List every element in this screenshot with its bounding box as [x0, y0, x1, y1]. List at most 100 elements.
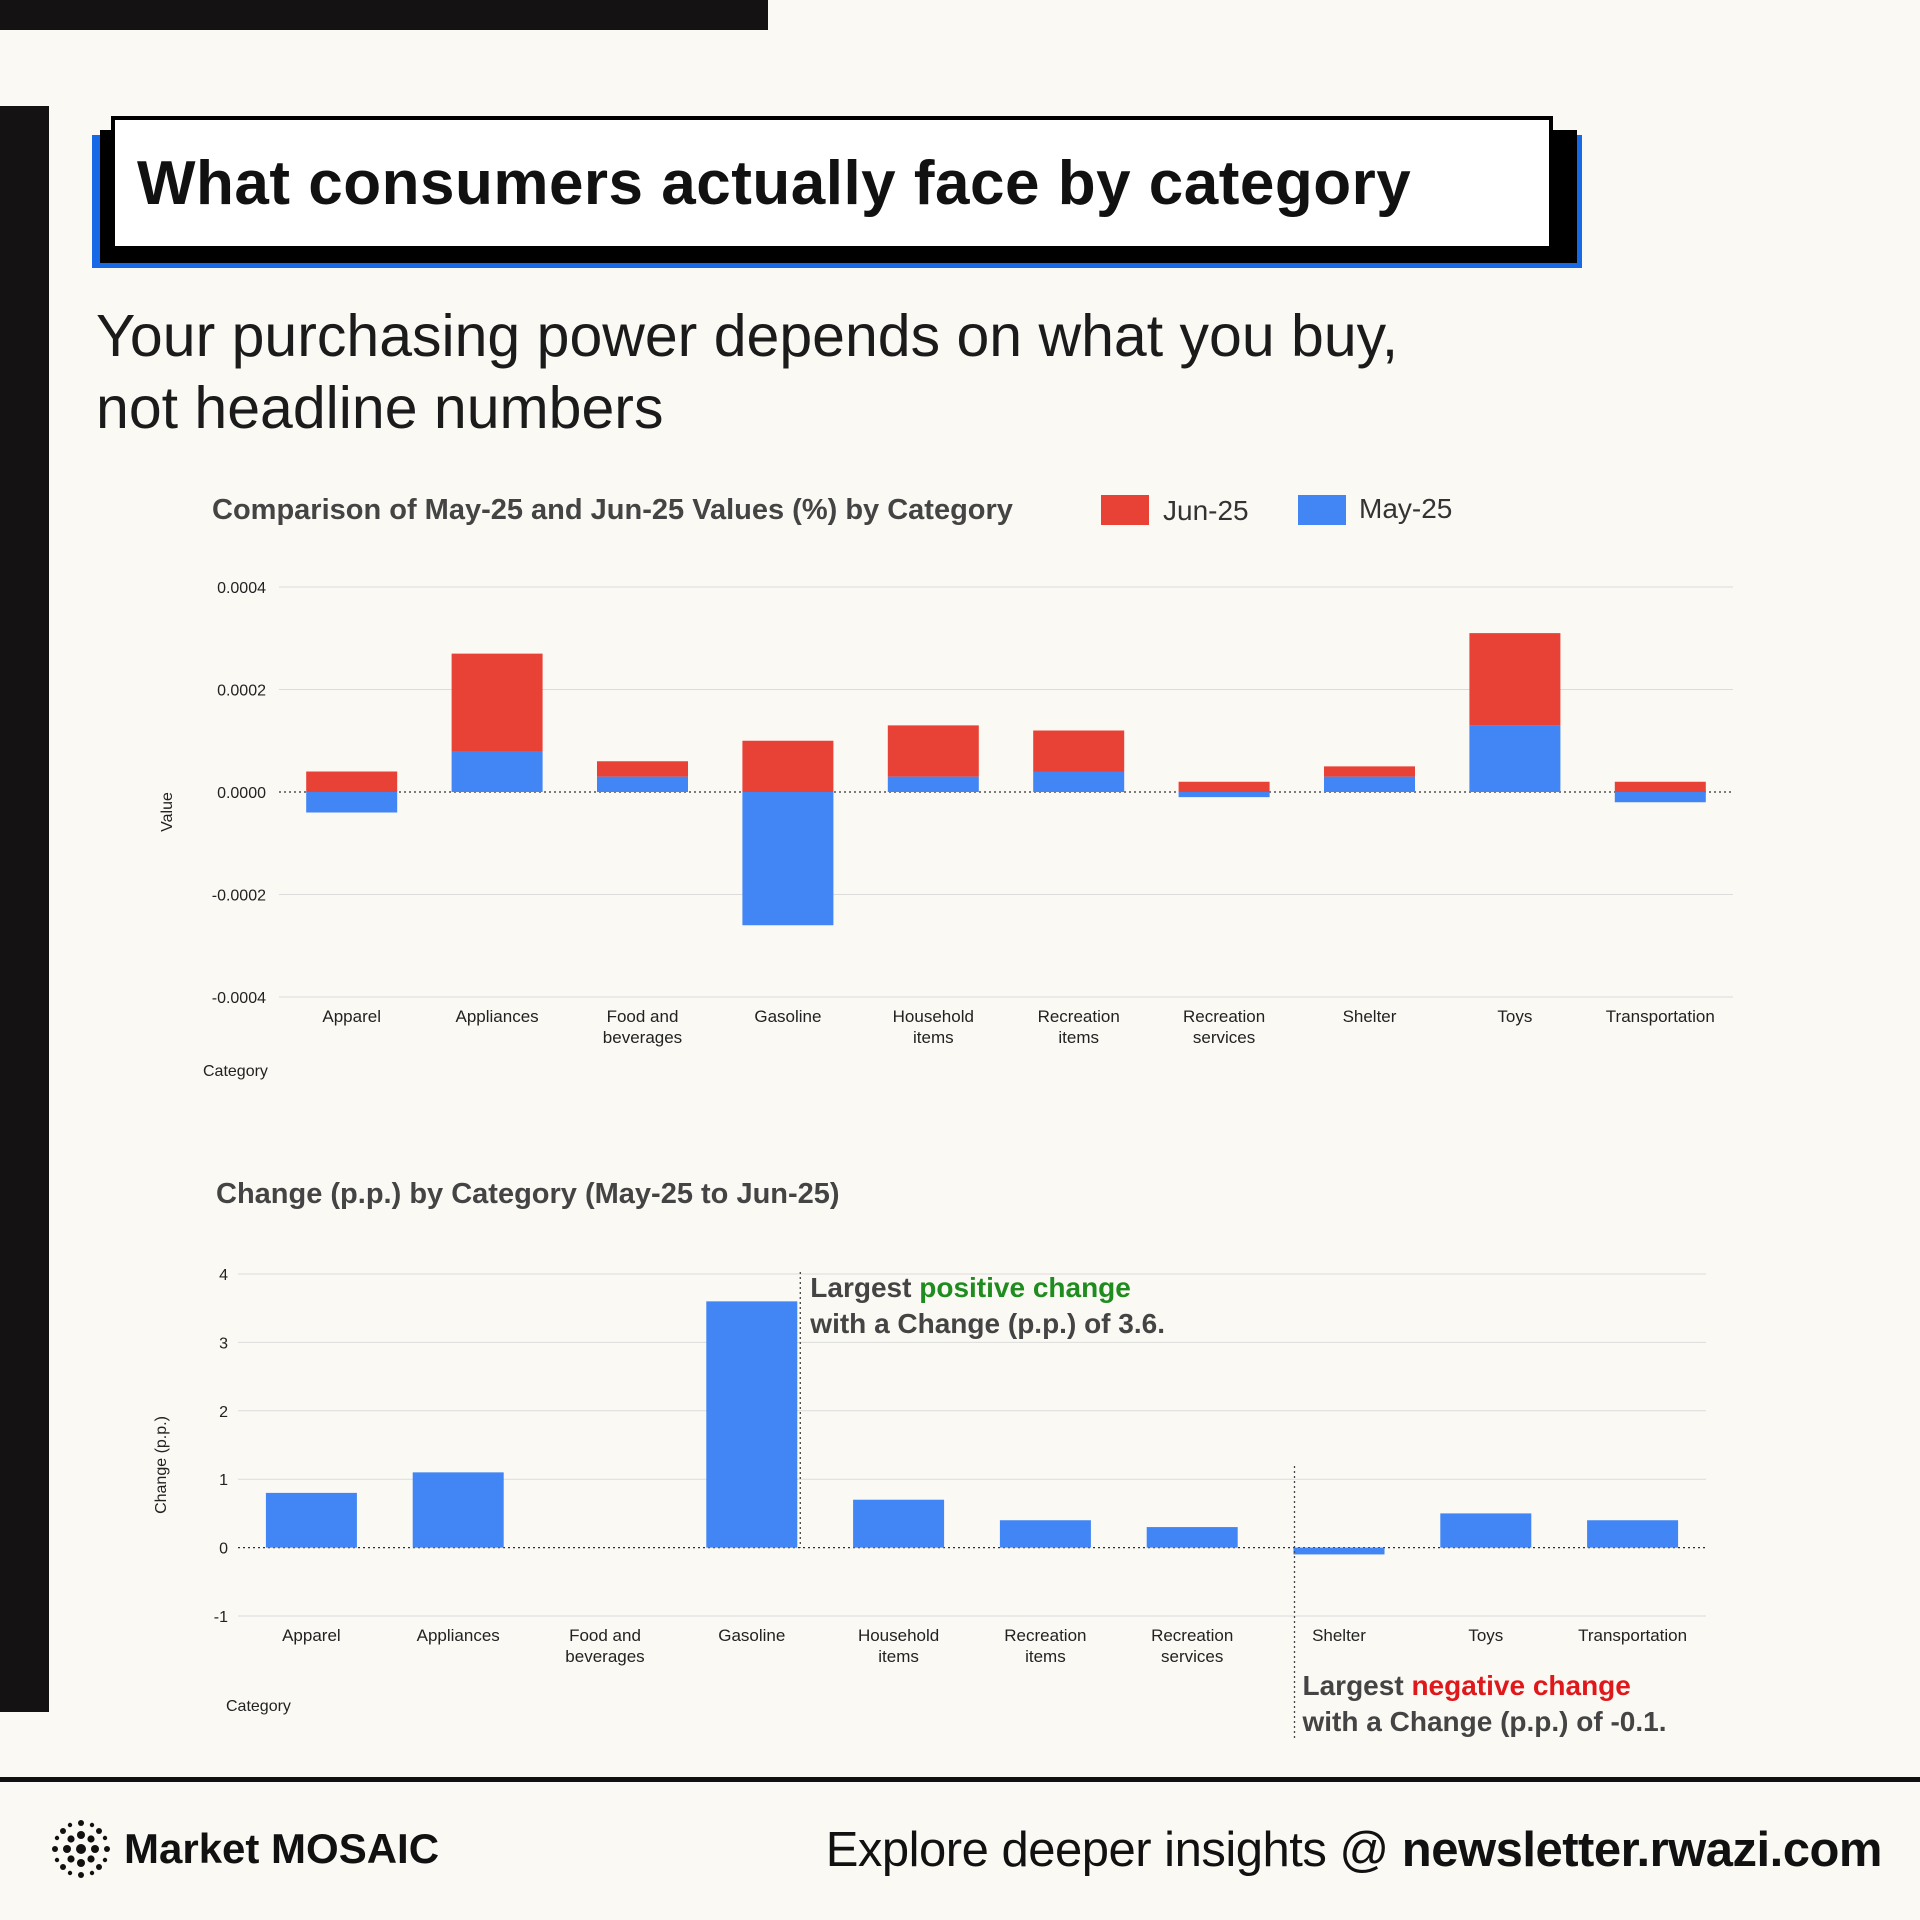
positive-annotation-pre: Largest: [810, 1272, 919, 1303]
x-category-label: Household: [858, 1626, 939, 1645]
positive-annotation-line1: Largest positive change: [810, 1272, 1131, 1303]
y-tick-label: 0.0004: [217, 580, 266, 597]
mosaic-logo-icon: [52, 1820, 110, 1878]
brand: Market MOSAIC: [50, 1818, 439, 1880]
negative-annotation-highlight: negative change: [1411, 1670, 1630, 1701]
x-category-label: Shelter: [1312, 1626, 1366, 1645]
bar-change: [1587, 1520, 1679, 1548]
bar-jun-25: [306, 771, 398, 792]
bar-change: [1440, 1513, 1532, 1548]
bar-jun-25: [1614, 781, 1706, 792]
bar-change: [853, 1499, 945, 1548]
x-category-label: Appliances: [417, 1626, 500, 1645]
y-tick-label: 3: [219, 1335, 228, 1352]
x-category-label: Appliances: [456, 1007, 539, 1026]
y-tick-label: -0.0004: [212, 990, 266, 1007]
y-tick-label: 0: [219, 1541, 228, 1558]
bar-change: [412, 1472, 504, 1548]
bar-jun-25: [1178, 781, 1270, 792]
x-category-label: Recreation: [1038, 1007, 1120, 1026]
page-title: What consumers actually face by category: [137, 148, 1412, 218]
bar-may-25: [1614, 792, 1706, 803]
x-category-label: Gasoline: [754, 1007, 821, 1026]
bar-change: [999, 1520, 1091, 1548]
bar-jun-25: [597, 761, 688, 777]
x-category-label: items: [878, 1647, 919, 1666]
chart2-title: Change (p.p.) by Category (May-25 to Jun…: [216, 1178, 840, 1210]
x-category-label: Food and: [607, 1007, 679, 1026]
page-subtitle: Your purchasing power depends on what yo…: [96, 300, 1596, 444]
comparison-chart: Comparison of May-25 and Jun-25 Values (…: [159, 493, 1733, 1080]
bar-may-25: [1469, 725, 1561, 792]
bar-may-25: [742, 792, 834, 926]
x-category-label: Recreation: [1183, 1007, 1265, 1026]
legend-label-may: May-25: [1359, 493, 1452, 524]
negative-annotation-line1: Largest negative change: [1303, 1670, 1631, 1701]
bar-jun-25: [1469, 633, 1561, 726]
x-category-label: Toys: [1497, 1007, 1532, 1026]
footer-divider: [0, 1777, 1920, 1782]
chart1-title: Comparison of May-25 and Jun-25 Values (…: [212, 494, 1013, 526]
x-category-label: Apparel: [322, 1007, 381, 1026]
bar-jun-25: [1324, 766, 1415, 777]
x-category-label: Household: [893, 1007, 974, 1026]
subtitle-line-1: Your purchasing power depends on what yo…: [96, 303, 1399, 369]
newsletter-link[interactable]: newsletter.rwazi.com: [1401, 1823, 1883, 1877]
bar-may-25: [306, 792, 398, 813]
bar-jun-25: [1033, 730, 1125, 772]
y-axis-label: Change (p.p.): [153, 1416, 170, 1514]
bar-may-25: [1178, 792, 1270, 798]
x-category-label: Food and: [569, 1626, 641, 1645]
title-card: What consumers actually face by category: [111, 116, 1553, 250]
positive-annotation-line2: with a Change (p.p.) of 3.6.: [809, 1308, 1165, 1339]
bar-jun-25: [887, 725, 979, 777]
bar-change: [1293, 1547, 1385, 1555]
subtitle-line-2: not headline numbers: [96, 375, 664, 441]
y-tick-label: 1: [219, 1472, 228, 1489]
negative-annotation-pre: Largest: [1303, 1670, 1412, 1701]
x-category-label: Shelter: [1343, 1007, 1397, 1026]
bar-may-25: [1033, 771, 1125, 792]
x-category-label: items: [1025, 1647, 1066, 1666]
y-tick-label: 0.0002: [217, 683, 266, 700]
x-category-label: services: [1193, 1028, 1255, 1047]
legend-swatch-jun: [1101, 495, 1149, 525]
x-category-label: Recreation: [1004, 1626, 1086, 1645]
y-tick-label: -1: [214, 1609, 228, 1626]
y-tick-label: 2: [219, 1404, 228, 1421]
x-axis-label: Category: [226, 1698, 291, 1715]
y-tick-label: -0.0002: [212, 888, 266, 905]
x-category-label: services: [1161, 1647, 1223, 1666]
x-category-label: Transportation: [1578, 1626, 1687, 1645]
x-category-label: Toys: [1468, 1626, 1503, 1645]
bar-jun-25: [742, 740, 834, 792]
x-category-label: Apparel: [282, 1626, 341, 1645]
x-category-label: beverages: [603, 1028, 682, 1047]
change-chart: Change (p.p.) by Category (May-25 to Jun…: [153, 1178, 1706, 1740]
x-category-label: items: [1058, 1028, 1099, 1047]
cta-prefix: Explore deeper insights @: [825, 1823, 1402, 1877]
brand-name: Market MOSAIC: [124, 1825, 440, 1872]
x-category-label: beverages: [565, 1647, 644, 1666]
y-axis-label: Value: [159, 792, 176, 832]
top-decor-bar: [0, 0, 768, 30]
x-category-label: Gasoline: [718, 1626, 785, 1645]
legend-swatch-may: [1298, 495, 1346, 525]
x-axis-label: Category: [203, 1063, 268, 1080]
negative-annotation-line2: with a Change (p.p.) of -0.1.: [1302, 1706, 1667, 1737]
bar-may-25: [887, 776, 979, 792]
positive-annotation-highlight: positive change: [919, 1272, 1131, 1303]
x-category-label: Transportation: [1606, 1007, 1715, 1026]
bar-change: [706, 1301, 798, 1548]
bar-may-25: [1324, 776, 1415, 792]
legend-label-jun: Jun-25: [1163, 495, 1249, 526]
bar-may-25: [597, 776, 688, 792]
y-tick-label: 4: [219, 1267, 228, 1284]
x-category-label: items: [913, 1028, 954, 1047]
footer-cta: Explore deeper insights @ newsletter.rwa…: [825, 1822, 1883, 1878]
bar-change: [1146, 1527, 1238, 1548]
bar-change: [265, 1492, 357, 1548]
left-decor-bar: [0, 106, 49, 1712]
x-category-label: Recreation: [1151, 1626, 1233, 1645]
y-tick-label: 0.0000: [217, 785, 266, 802]
